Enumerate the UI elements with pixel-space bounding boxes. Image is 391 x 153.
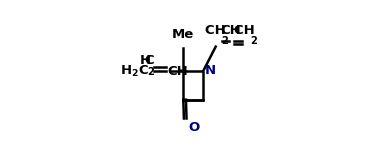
Text: 2: 2 bbox=[221, 36, 228, 46]
Text: CH: CH bbox=[205, 24, 230, 37]
Text: CH: CH bbox=[167, 65, 188, 78]
Text: N: N bbox=[205, 64, 216, 77]
Text: CH: CH bbox=[221, 24, 241, 37]
Text: C: C bbox=[144, 54, 154, 67]
Text: 2: 2 bbox=[250, 36, 257, 46]
Text: H: H bbox=[140, 54, 151, 67]
Text: 2: 2 bbox=[147, 67, 154, 77]
Text: $\mathregular{H_2C}$: $\mathregular{H_2C}$ bbox=[120, 64, 149, 79]
Text: Me: Me bbox=[172, 28, 194, 41]
Text: O: O bbox=[188, 121, 199, 134]
Text: CH: CH bbox=[234, 24, 259, 37]
